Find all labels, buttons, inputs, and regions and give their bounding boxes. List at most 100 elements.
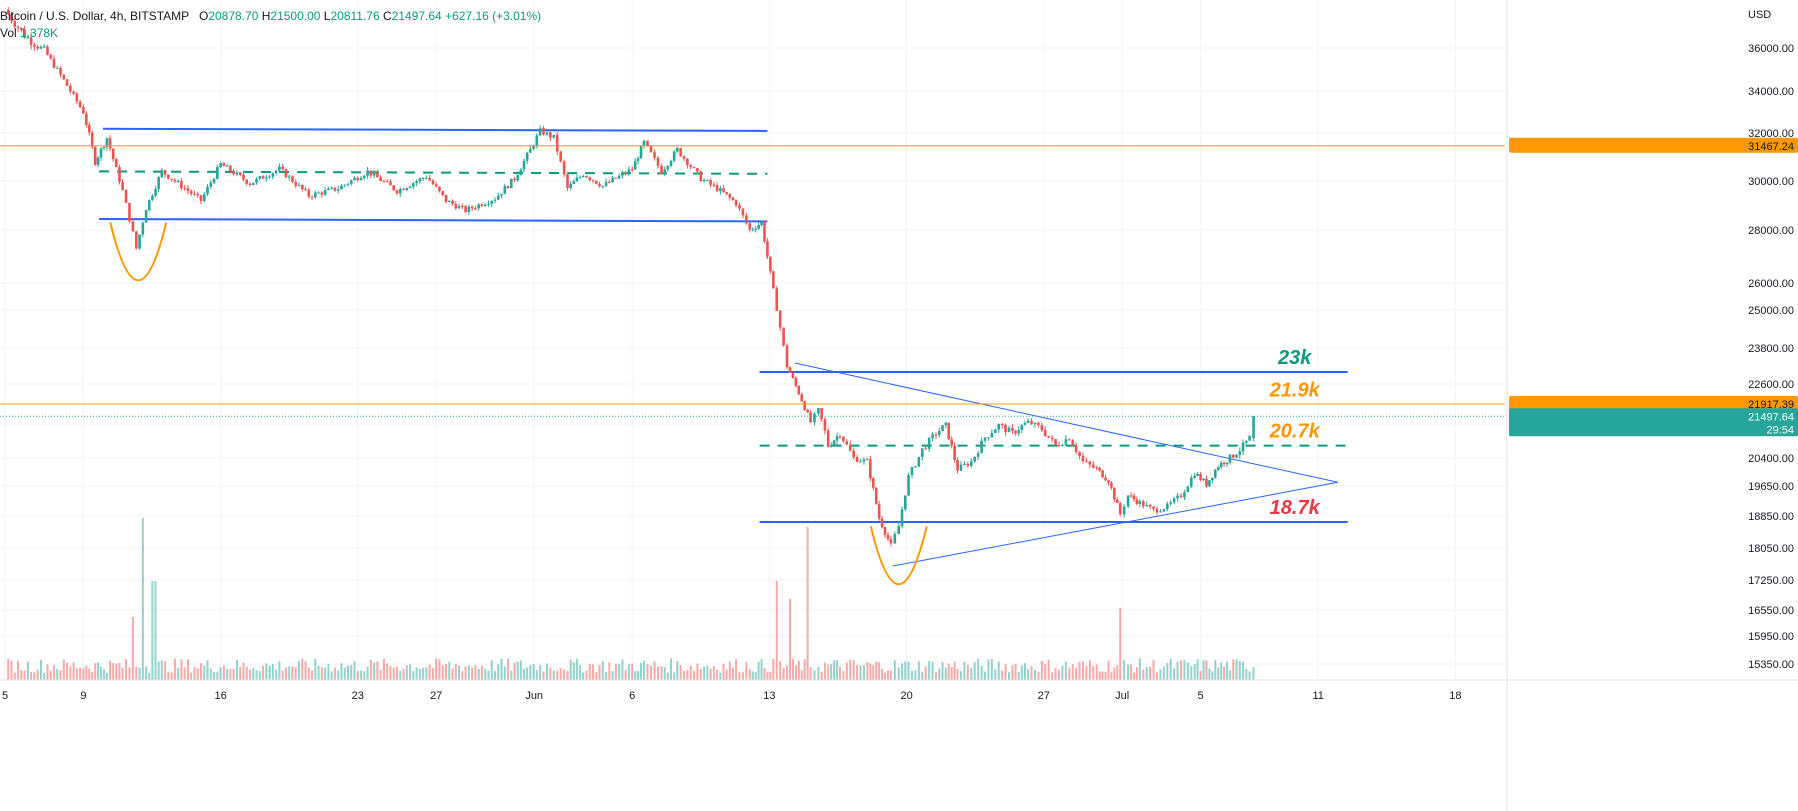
volume-bar xyxy=(1193,664,1196,680)
volume-bar xyxy=(510,670,513,680)
candle-body xyxy=(766,241,769,257)
chart-grid xyxy=(0,0,1505,680)
candle-body xyxy=(578,176,582,178)
volume-legend[interactable]: Vol 1.378K xyxy=(0,26,58,40)
volume-bar xyxy=(1245,669,1248,680)
candle-body xyxy=(1238,451,1242,455)
candle-body xyxy=(617,175,621,179)
high-key: H xyxy=(261,9,271,23)
candle-body xyxy=(333,187,337,191)
volume-key: Vol xyxy=(0,26,17,40)
candle-body xyxy=(630,169,634,171)
volume-bar xyxy=(164,661,167,680)
candle-body xyxy=(639,146,643,159)
volume-bar xyxy=(353,661,356,680)
candle-body xyxy=(1165,503,1169,510)
volume-bar xyxy=(1075,667,1078,680)
volume-bar xyxy=(497,664,500,680)
volume-bar xyxy=(307,667,310,680)
volume-bar xyxy=(809,667,812,680)
volume-bar xyxy=(535,670,538,680)
symbol-legend[interactable]: Bitcoin / U.S. Dollar, 4h, BITSTAMP O208… xyxy=(0,9,541,23)
candle-body xyxy=(973,456,977,462)
volume-bar xyxy=(1223,666,1226,680)
volume-bar xyxy=(151,581,154,680)
price-tick-label: 18850.00 xyxy=(1748,511,1794,523)
volume-bar xyxy=(709,668,712,680)
candle-body xyxy=(575,177,579,182)
currency-label[interactable]: USD xyxy=(1748,9,1772,21)
candle-body xyxy=(1040,425,1044,431)
volume-bar xyxy=(990,659,993,680)
candle-body xyxy=(993,429,997,434)
volume-bar xyxy=(838,666,841,680)
candle-body xyxy=(385,181,389,183)
volume-bar xyxy=(914,670,917,680)
candle-body xyxy=(538,128,542,136)
candle-body xyxy=(366,170,369,176)
candle-body xyxy=(682,156,686,159)
candle-body xyxy=(1231,454,1235,458)
candle-body xyxy=(353,177,356,181)
volume-bar xyxy=(193,666,196,680)
candle-body xyxy=(621,172,624,176)
candle-body xyxy=(421,178,425,180)
candle-body xyxy=(969,461,973,466)
candle-body xyxy=(1020,424,1024,431)
volume-bar xyxy=(598,665,601,680)
candle-body xyxy=(29,37,33,45)
volume-bar xyxy=(640,662,643,680)
volume-bar xyxy=(627,664,630,680)
price-tick-label: 34000.00 xyxy=(1748,86,1794,98)
candle-body xyxy=(1113,487,1116,500)
candle-body xyxy=(532,145,535,149)
candle-body xyxy=(376,172,379,178)
volume-bar xyxy=(85,665,88,680)
candle-body xyxy=(1000,424,1004,426)
low-key: L xyxy=(323,9,331,23)
volume-bar xyxy=(803,659,806,680)
time-axis[interactable]: 5 9 16 23 27 Jun 6 13 20 27 Jul 5 11 18 xyxy=(0,679,1798,702)
volume-bar xyxy=(1051,672,1054,680)
candle-body xyxy=(265,177,268,179)
candle-body xyxy=(1129,495,1133,497)
candle-body xyxy=(323,190,327,195)
volume-bar xyxy=(595,672,598,680)
close-value: 21497.64 xyxy=(391,9,442,23)
volume-bar xyxy=(676,661,679,680)
candle-body xyxy=(1179,495,1183,498)
candle-body xyxy=(496,195,500,200)
price-tick-label: 25000.00 xyxy=(1748,305,1794,317)
candle-body xyxy=(1004,424,1007,433)
candle-body xyxy=(1061,444,1064,446)
candle-body xyxy=(42,46,46,48)
candle-body xyxy=(1057,444,1061,446)
volume-bar xyxy=(229,668,232,680)
volume-bar xyxy=(588,664,591,680)
volume-bar xyxy=(1235,659,1238,680)
volume-bar xyxy=(173,658,176,680)
candle-body xyxy=(826,430,830,447)
volume-bar xyxy=(722,663,725,680)
volume-bar xyxy=(26,661,29,680)
candle-body xyxy=(820,408,823,420)
volume-bar xyxy=(953,661,956,680)
volume-bar xyxy=(569,659,572,680)
price-axis[interactable]: 36000.00 34000.00 32000.00 30000.00 28000.00… xyxy=(1506,0,1798,811)
volume-bar xyxy=(1116,665,1119,680)
candle-body xyxy=(46,46,49,55)
open-key: O xyxy=(198,9,209,23)
volume-bar xyxy=(1033,669,1036,680)
candle-body xyxy=(1135,499,1139,504)
candle-body xyxy=(87,124,91,133)
low-value: 20811.76 xyxy=(330,9,380,23)
volume-bar xyxy=(490,660,493,680)
volume-bar xyxy=(741,672,744,680)
candle-body xyxy=(581,175,585,177)
volume-bar xyxy=(1211,671,1214,680)
volume-bar xyxy=(745,662,748,680)
volume-bar xyxy=(738,671,741,680)
candle-body xyxy=(317,192,320,194)
volume-bar xyxy=(904,661,907,680)
